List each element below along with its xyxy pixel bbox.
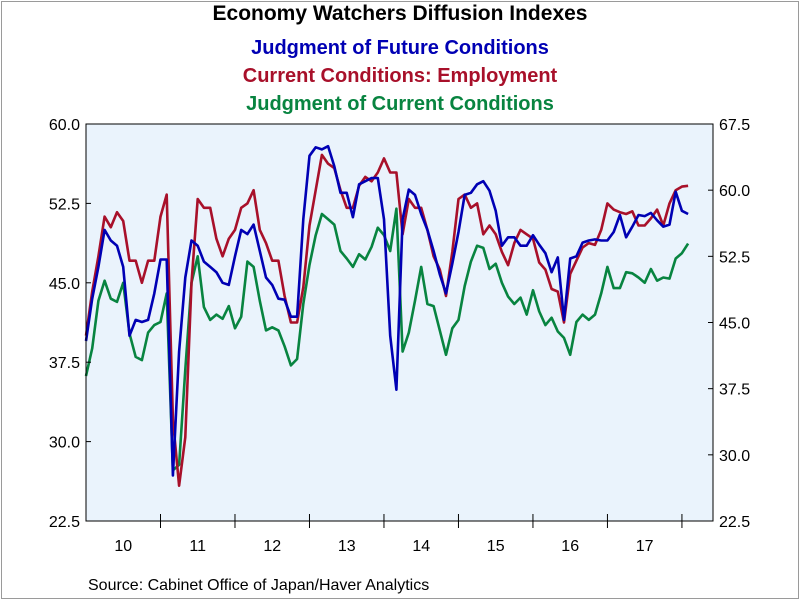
series-line-2 xyxy=(84,207,690,472)
y-right-tick-label: 37.5 xyxy=(719,382,750,399)
series-line-1 xyxy=(84,153,689,488)
x-tick-label: 14 xyxy=(412,538,430,555)
y-right-tick-label: 60.0 xyxy=(719,183,750,200)
x-tick-label: 15 xyxy=(487,538,505,555)
y-right-tick-label: 30.0 xyxy=(719,448,750,465)
series-line-0 xyxy=(84,144,689,477)
legend-entry-future: Judgment of Future Conditions xyxy=(251,37,549,59)
y-right-tick-label: 45.0 xyxy=(719,316,750,333)
x-tick-label: 11 xyxy=(189,538,206,555)
x-tick-label: 17 xyxy=(636,538,654,555)
x-tick-label: 13 xyxy=(338,538,356,555)
y-left-tick-label: 45.0 xyxy=(49,276,80,293)
source-note: Source: Cabinet Office of Japan/Haver An… xyxy=(88,577,430,594)
y-left-tick-label: 60.0 xyxy=(49,117,80,134)
y-right-tick-label: 52.5 xyxy=(719,249,750,266)
legend-entry-current: Judgment of Current Conditions xyxy=(246,93,554,115)
legend-entry-employment: Current Conditions: Employment xyxy=(242,65,558,87)
x-tick-label: 16 xyxy=(561,538,579,555)
y-left-tick-label: 30.0 xyxy=(49,435,80,452)
y-left-tick-label: 37.5 xyxy=(49,355,80,372)
x-tick-label: 10 xyxy=(114,538,132,555)
y-left-tick-label: 52.5 xyxy=(49,196,80,213)
x-tick-label: 12 xyxy=(263,538,281,555)
y-right-tick-label: 22.5 xyxy=(719,514,750,531)
y-right-tick-label: 67.5 xyxy=(719,117,750,134)
y-left-tick-label: 22.5 xyxy=(49,514,80,531)
chart-title: Economy Watchers Diffusion Indexes xyxy=(212,2,588,25)
